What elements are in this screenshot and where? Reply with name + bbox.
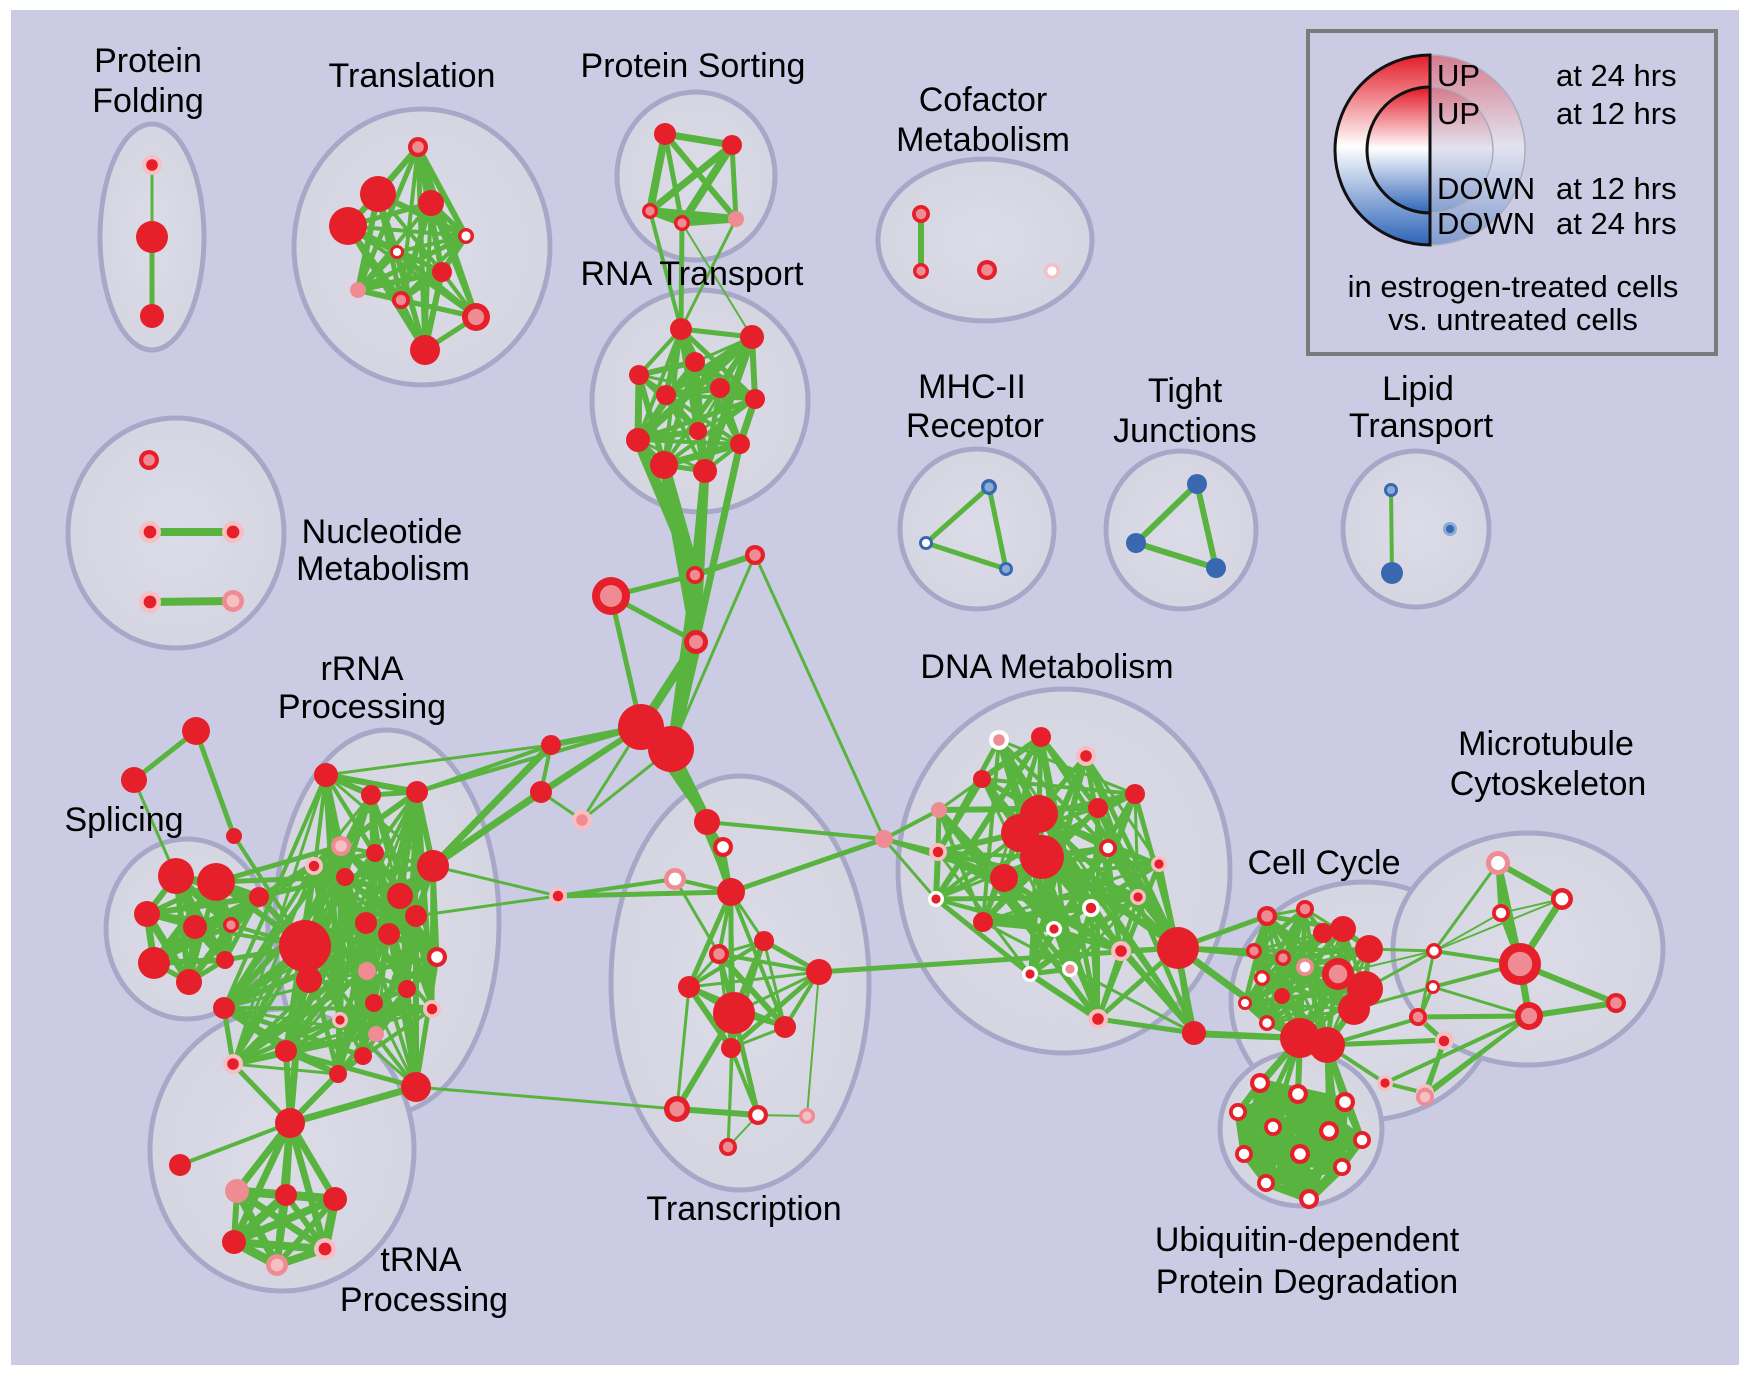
svg-text:Transport: Transport — [1349, 407, 1494, 445]
svg-text:Microtubule: Microtubule — [1458, 725, 1634, 763]
svg-text:Splicing: Splicing — [64, 801, 183, 839]
svg-text:Protein Degradation: Protein Degradation — [1156, 1263, 1458, 1301]
svg-text:Processing: Processing — [340, 1281, 508, 1319]
svg-text:MHC-II: MHC-II — [918, 368, 1026, 406]
svg-text:rRNA: rRNA — [320, 650, 403, 688]
svg-text:DNA Metabolism: DNA Metabolism — [920, 648, 1173, 686]
svg-text:Cofactor: Cofactor — [919, 81, 1048, 119]
svg-text:Receptor: Receptor — [906, 407, 1044, 445]
svg-text:Cell Cycle: Cell Cycle — [1247, 844, 1400, 882]
svg-text:at 12 hrs: at 12 hrs — [1556, 171, 1677, 206]
svg-text:Processing: Processing — [278, 688, 446, 726]
svg-text:vs. untreated cells: vs. untreated cells — [1388, 302, 1638, 337]
svg-text:Metabolism: Metabolism — [296, 550, 470, 588]
svg-text:at 24 hrs: at 24 hrs — [1556, 58, 1677, 93]
svg-text:UP: UP — [1437, 96, 1480, 131]
svg-text:Tight: Tight — [1148, 372, 1223, 410]
svg-text:DOWN: DOWN — [1437, 206, 1535, 241]
svg-text:Folding: Folding — [92, 82, 204, 120]
svg-text:at 24 hrs: at 24 hrs — [1556, 206, 1677, 241]
svg-text:Protein Sorting: Protein Sorting — [581, 47, 806, 85]
svg-text:Lipid: Lipid — [1382, 370, 1454, 408]
svg-text:Cytoskeleton: Cytoskeleton — [1450, 765, 1647, 803]
svg-text:Protein: Protein — [94, 42, 202, 80]
svg-text:UP: UP — [1437, 58, 1480, 93]
svg-text:at 12 hrs: at 12 hrs — [1556, 96, 1677, 131]
svg-text:Ubiquitin-dependent: Ubiquitin-dependent — [1155, 1221, 1460, 1259]
svg-text:Junctions: Junctions — [1113, 412, 1257, 450]
svg-text:Nucleotide: Nucleotide — [302, 513, 463, 551]
svg-text:Metabolism: Metabolism — [896, 121, 1070, 159]
svg-text:tRNA: tRNA — [380, 1241, 462, 1279]
svg-text:Transcription: Transcription — [646, 1190, 841, 1228]
svg-text:RNA Transport: RNA Transport — [581, 255, 805, 293]
svg-text:Translation: Translation — [329, 57, 496, 95]
svg-text:DOWN: DOWN — [1437, 171, 1535, 206]
svg-text:in estrogen-treated cells: in estrogen-treated cells — [1348, 269, 1679, 304]
